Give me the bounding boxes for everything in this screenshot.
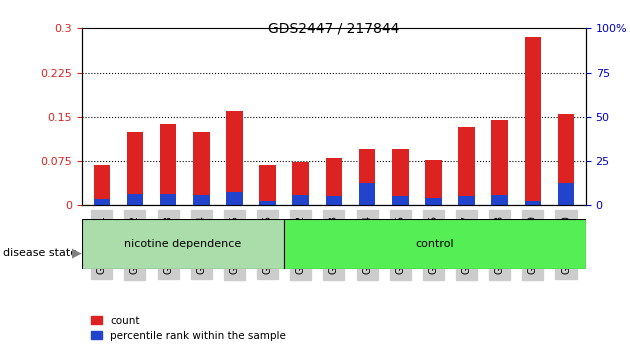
Bar	[193, 195, 210, 205]
FancyBboxPatch shape	[82, 219, 284, 269]
Bar	[292, 195, 309, 205]
Bar	[226, 192, 243, 205]
Bar	[93, 199, 110, 205]
Bar	[326, 196, 342, 205]
Bar	[358, 149, 375, 205]
Bar	[292, 162, 309, 205]
Text: disease state: disease state	[3, 248, 77, 258]
Bar	[160, 124, 176, 205]
Bar	[260, 201, 276, 205]
Text: ▶: ▶	[72, 247, 82, 259]
Text: control: control	[415, 239, 454, 249]
Bar	[491, 195, 508, 205]
Bar	[558, 183, 575, 205]
Bar	[93, 165, 110, 205]
Bar	[127, 194, 143, 205]
Bar	[525, 37, 541, 205]
FancyBboxPatch shape	[284, 219, 586, 269]
Bar	[160, 194, 176, 205]
Text: GDS2447 / 217844: GDS2447 / 217844	[268, 21, 399, 35]
Bar	[425, 160, 442, 205]
Bar	[558, 114, 575, 205]
Bar	[193, 132, 210, 205]
Bar	[425, 198, 442, 205]
Bar	[525, 201, 541, 205]
Bar	[491, 120, 508, 205]
Bar	[127, 132, 143, 205]
Bar	[226, 111, 243, 205]
Bar	[358, 183, 375, 205]
Bar	[326, 158, 342, 205]
Bar	[392, 149, 408, 205]
Bar	[260, 165, 276, 205]
Legend: count, percentile rank within the sample: count, percentile rank within the sample	[87, 312, 290, 345]
Bar	[458, 196, 475, 205]
Text: nicotine dependence: nicotine dependence	[124, 239, 241, 249]
Bar	[392, 196, 408, 205]
Bar	[458, 127, 475, 205]
